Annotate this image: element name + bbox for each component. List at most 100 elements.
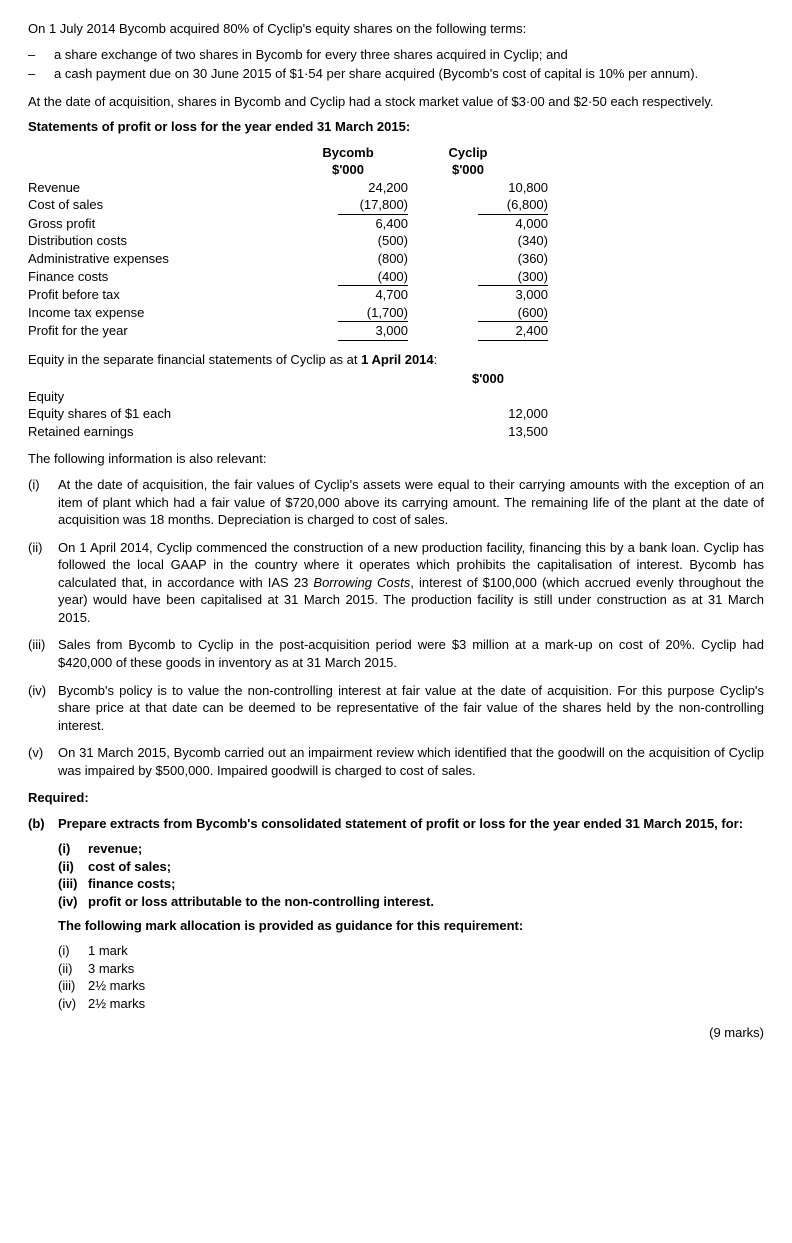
req-item-text: revenue; bbox=[88, 840, 142, 858]
row-label: Distribution costs bbox=[28, 232, 288, 250]
dash-icon: – bbox=[28, 65, 54, 83]
note-text: On 1 April 2014, Cyclip commenced the co… bbox=[58, 539, 764, 627]
req-items-list: (i) revenue; (ii) cost of sales; (iii) f… bbox=[28, 840, 764, 910]
mark-item-text: 3 marks bbox=[88, 960, 134, 978]
cell: (17,800) bbox=[338, 196, 408, 214]
bullet-item: – a cash payment due on 30 June 2015 of … bbox=[28, 65, 764, 83]
req-item-number: (ii) bbox=[58, 858, 88, 876]
notes-list: (i) At the date of acquisition, the fair… bbox=[28, 476, 764, 779]
cell: (600) bbox=[478, 304, 548, 322]
statements-heading: Statements of profit or loss for the yea… bbox=[28, 118, 764, 136]
row-label: Cost of sales bbox=[28, 196, 288, 214]
cell: 13,500 bbox=[478, 423, 548, 441]
note-text: Sales from Bycomb to Cyclip in the post-… bbox=[58, 636, 764, 671]
cell: 3,000 bbox=[338, 322, 408, 340]
note-number: (ii) bbox=[28, 539, 58, 557]
row-label: Gross profit bbox=[28, 215, 288, 233]
cell: (800) bbox=[338, 250, 408, 268]
req-text: Prepare extracts from Bycomb's consolida… bbox=[58, 815, 764, 833]
col-header-bycomb: Bycomb bbox=[288, 144, 408, 162]
note-item: (iii) Sales from Bycomb to Cyclip in the… bbox=[28, 636, 764, 671]
cell: (300) bbox=[478, 268, 548, 286]
equity-date: 1 April 2014 bbox=[361, 352, 434, 367]
cell: (360) bbox=[478, 250, 548, 268]
cell: 6,400 bbox=[338, 215, 408, 233]
mark-item-text: 1 mark bbox=[88, 942, 128, 960]
row-label: Profit for the year bbox=[28, 322, 288, 340]
note-text: Bycomb's policy is to value the non-cont… bbox=[58, 682, 764, 735]
requirement-b: (b) Prepare extracts from Bycomb's conso… bbox=[28, 815, 764, 833]
unit-label: $'000 bbox=[408, 161, 528, 179]
req-item-text: finance costs; bbox=[88, 875, 175, 893]
equity-intro-text: Equity in the separate financial stateme… bbox=[28, 352, 361, 367]
cell: 3,000 bbox=[478, 286, 548, 304]
unit-label: $'000 bbox=[288, 161, 408, 179]
row-label: Profit before tax bbox=[28, 286, 288, 304]
row-label: Revenue bbox=[28, 179, 288, 197]
cell: (500) bbox=[338, 232, 408, 250]
colon: : bbox=[434, 352, 438, 367]
row-label: Finance costs bbox=[28, 268, 288, 286]
req-item-number: (iv) bbox=[58, 893, 88, 911]
table-row: Retained earnings 13,500 bbox=[28, 423, 764, 441]
cell: (1,700) bbox=[338, 304, 408, 322]
note-italic: Borrowing Costs bbox=[313, 575, 410, 590]
note-number: (iii) bbox=[28, 636, 58, 654]
note-item: (v) On 31 March 2015, Bycomb carried out… bbox=[28, 744, 764, 779]
note-number: (i) bbox=[28, 476, 58, 494]
note-item: (iv) Bycomb's policy is to value the non… bbox=[28, 682, 764, 735]
mark-item-text: 2½ marks bbox=[88, 995, 145, 1013]
table-row: Revenue 24,200 10,800 bbox=[28, 179, 764, 197]
cell: 4,000 bbox=[478, 215, 548, 233]
bullet-text: a share exchange of two shares in Bycomb… bbox=[54, 46, 764, 64]
equity-heading: Equity bbox=[28, 388, 288, 406]
table-row: Finance costs (400) (300) bbox=[28, 268, 764, 286]
table-row: Administrative expenses (800) (360) bbox=[28, 250, 764, 268]
total-marks: (9 marks) bbox=[28, 1024, 764, 1042]
req-item-text: cost of sales; bbox=[88, 858, 171, 876]
bullet-list: – a share exchange of two shares in Byco… bbox=[28, 46, 764, 83]
intro-text: On 1 July 2014 Bycomb acquired 80% of Cy… bbox=[28, 20, 764, 38]
equity-table: $'000 Equity Equity shares of $1 each 12… bbox=[28, 370, 764, 440]
mark-items-list: (i) 1 mark (ii) 3 marks (iii) 2½ marks (… bbox=[28, 942, 764, 1012]
profit-loss-table: Bycomb Cyclip $'000 $'000 Revenue 24,200… bbox=[28, 144, 764, 341]
row-label: Equity shares of $1 each bbox=[28, 405, 288, 423]
req-item-number: (i) bbox=[58, 840, 88, 858]
req-item-number: (iii) bbox=[58, 875, 88, 893]
bullet-text: a cash payment due on 30 June 2015 of $1… bbox=[54, 65, 764, 83]
table-row: Income tax expense (1,700) (600) bbox=[28, 304, 764, 322]
cell: 2,400 bbox=[478, 322, 548, 340]
note-number: (iv) bbox=[28, 682, 58, 700]
mark-item-number: (i) bbox=[58, 942, 88, 960]
post-bullets-text: At the date of acquisition, shares in By… bbox=[28, 93, 764, 111]
cell: 12,000 bbox=[478, 405, 548, 423]
cell: 10,800 bbox=[478, 179, 548, 197]
col-header-cyclip: Cyclip bbox=[408, 144, 528, 162]
mark-guidance: The following mark allocation is provide… bbox=[28, 917, 764, 935]
row-label: Income tax expense bbox=[28, 304, 288, 322]
row-label: Administrative expenses bbox=[28, 250, 288, 268]
mark-item-number: (iv) bbox=[58, 995, 88, 1013]
dash-icon: – bbox=[28, 46, 54, 64]
bullet-item: – a share exchange of two shares in Byco… bbox=[28, 46, 764, 64]
cell: 24,200 bbox=[338, 179, 408, 197]
cell: (6,800) bbox=[478, 196, 548, 214]
cell: 4,700 bbox=[338, 286, 408, 304]
mark-item-number: (iii) bbox=[58, 977, 88, 995]
table-row: Profit before tax 4,700 3,000 bbox=[28, 286, 764, 304]
note-text: On 31 March 2015, Bycomb carried out an … bbox=[58, 744, 764, 779]
note-text: At the date of acquisition, the fair val… bbox=[58, 476, 764, 529]
table-row: Cost of sales (17,800) (6,800) bbox=[28, 196, 764, 214]
req-number: (b) bbox=[28, 815, 58, 833]
req-item-text: profit or loss attributable to the non-c… bbox=[88, 893, 434, 911]
unit-label: $'000 bbox=[428, 370, 548, 388]
table-row: Profit for the year 3,000 2,400 bbox=[28, 322, 764, 340]
required-label: Required: bbox=[28, 789, 764, 807]
table-row: Distribution costs (500) (340) bbox=[28, 232, 764, 250]
note-item: (i) At the date of acquisition, the fair… bbox=[28, 476, 764, 529]
note-item: (ii) On 1 April 2014, Cyclip commenced t… bbox=[28, 539, 764, 627]
row-label: Retained earnings bbox=[28, 423, 288, 441]
equity-intro: Equity in the separate financial stateme… bbox=[28, 351, 764, 369]
table-row: Gross profit 6,400 4,000 bbox=[28, 215, 764, 233]
relevant-intro: The following information is also releva… bbox=[28, 450, 764, 468]
